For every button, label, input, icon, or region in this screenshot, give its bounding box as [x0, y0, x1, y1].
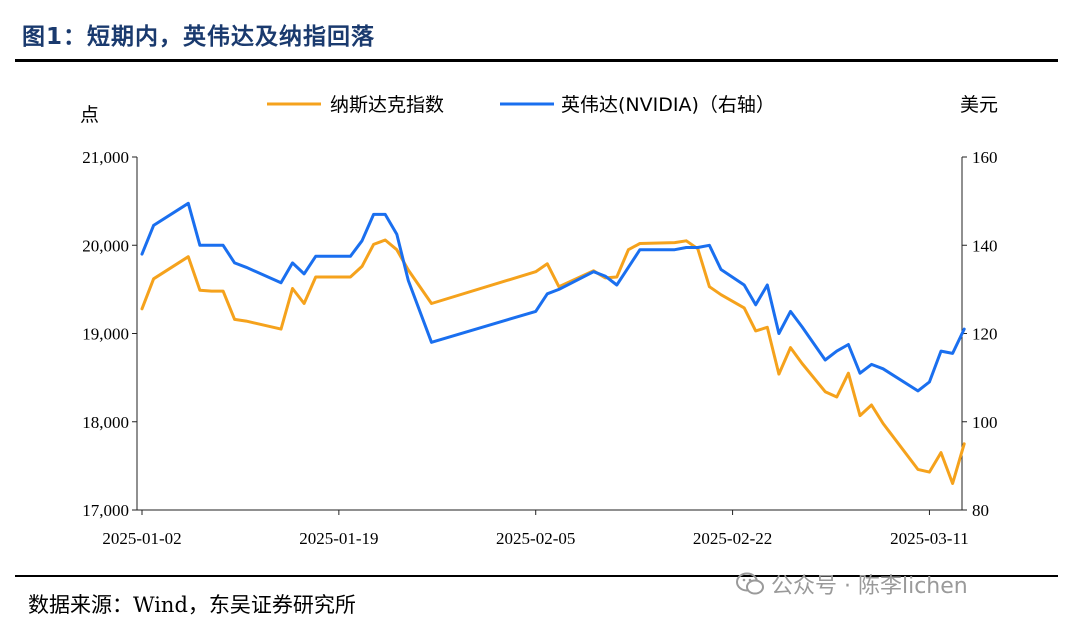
y-right-tick-label: 100 — [972, 413, 998, 432]
top-rule — [15, 59, 1058, 62]
x-tick-label: 2025-02-22 — [693, 529, 772, 548]
x-tick-label: 2025-01-02 — [102, 529, 181, 548]
legend-label-nasdaq: 纳斯达克指数 — [330, 94, 444, 116]
legend-label-nvidia: 英伟达(NVIDIA)（右轴） — [561, 94, 775, 116]
legend: 纳斯达克指数 英伟达(NVIDIA)（右轴） — [267, 94, 775, 116]
figure-title: 图1：短期内，英伟达及纳指回落 — [22, 24, 376, 50]
watermark-text: 公众号 · 陈李lichen — [771, 574, 968, 599]
y-left-tick-label: 18,000 — [82, 413, 129, 432]
y-right-ticks: 80 100 120 140 160 — [962, 148, 998, 520]
wechat-icon — [736, 572, 764, 595]
series-layer — [140, 201, 966, 485]
y-right-tick-label: 140 — [972, 236, 998, 255]
y-right-tick-label: 160 — [972, 148, 998, 167]
source-note: 数据来源：Wind，东吴证券研究所 — [28, 593, 356, 617]
right-axis-unit: 美元 — [960, 94, 998, 116]
x-tick-label: 2025-02-05 — [496, 529, 575, 548]
line-chart: 17,000 18,000 19,000 20,000 21,000 80 100 120 1… — [80, 94, 998, 548]
y-left-tick-label: 20,000 — [82, 236, 129, 255]
x-tick-label: 2025-01-19 — [299, 529, 378, 548]
plot-frame — [136, 157, 963, 511]
watermark: 公众号 · 陈李lichen — [735, 568, 968, 600]
y-right-tick-label: 120 — [972, 325, 998, 344]
series-line-nvidia — [140, 201, 966, 393]
y-left-ticks: 17,000 18,000 19,000 20,000 21,000 — [82, 148, 137, 520]
x-tick-label: 2025-03-11 — [890, 529, 969, 548]
x-ticks: 2025-01-02 2025-01-19 2025-02-05 2025-02-22… — [102, 510, 969, 548]
bottom-rule — [15, 575, 1058, 577]
y-left-tick-label: 21,000 — [82, 148, 129, 167]
left-axis-unit: 点 — [80, 104, 99, 126]
y-left-tick-label: 17,000 — [82, 501, 129, 520]
y-left-tick-label: 19,000 — [82, 325, 129, 344]
y-right-tick-label: 80 — [972, 501, 989, 520]
